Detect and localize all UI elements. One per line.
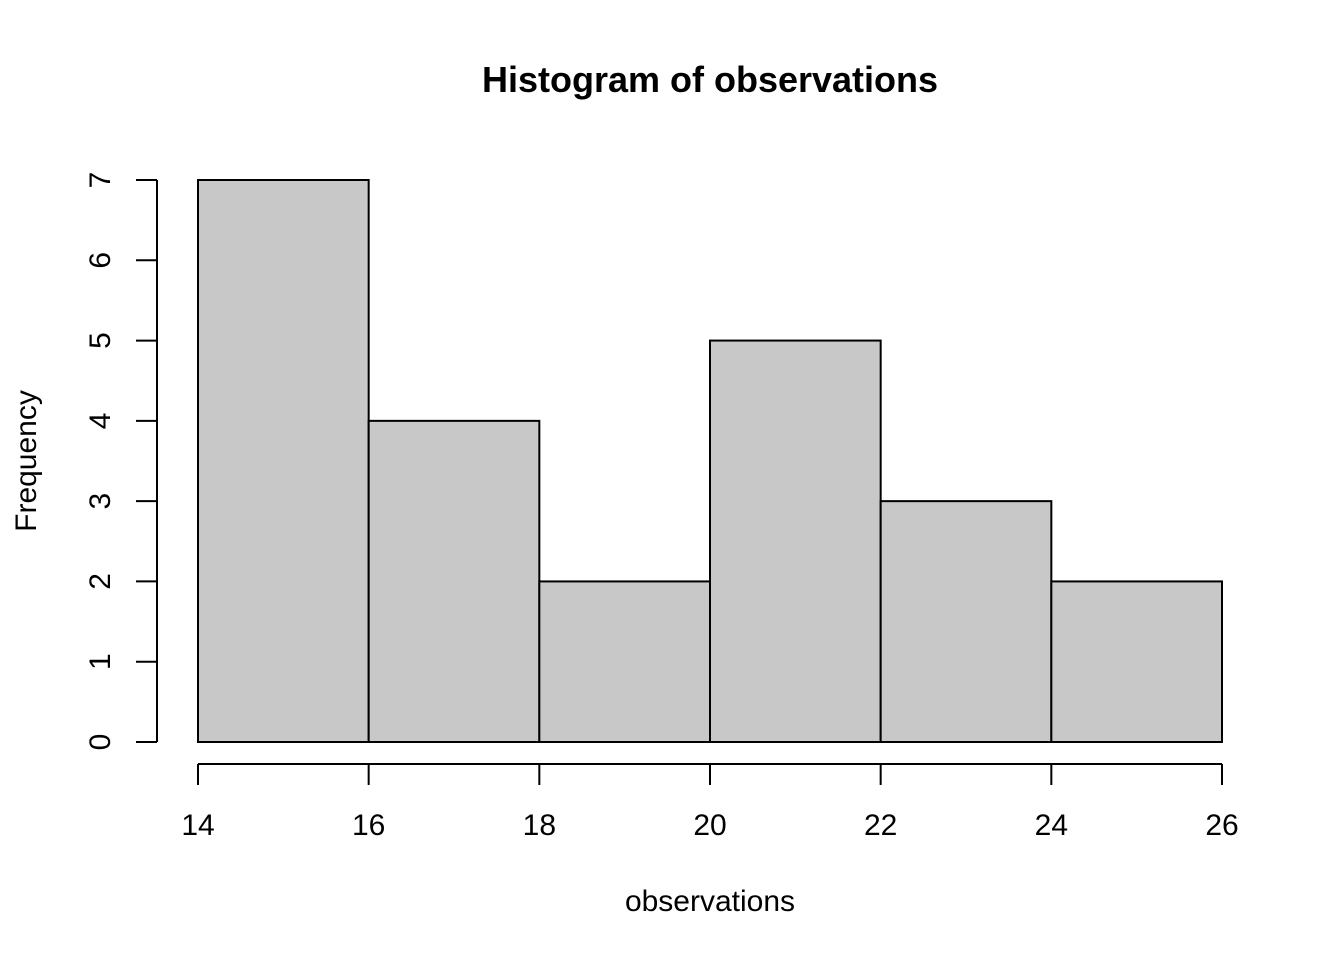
y-axis-label: Frequency bbox=[10, 390, 43, 532]
y-tick-label: 4 bbox=[84, 413, 117, 430]
bars-group bbox=[197, 179, 1224, 744]
histogram-bar bbox=[709, 339, 882, 743]
y-tick-label: 1 bbox=[84, 653, 117, 670]
x-tick-label: 18 bbox=[523, 809, 556, 842]
y-axis: 0 1 2 3 4 5 6 7 bbox=[84, 172, 158, 751]
x-tick-label: 14 bbox=[181, 809, 214, 842]
x-tick-label: 24 bbox=[1035, 809, 1068, 842]
y-tick-label: 6 bbox=[84, 252, 117, 269]
histogram-bar bbox=[879, 500, 1053, 743]
histogram-bar bbox=[538, 580, 711, 744]
x-tick-label: 20 bbox=[693, 809, 726, 842]
y-tick-label: 0 bbox=[84, 734, 117, 751]
x-axis-label: observations bbox=[625, 885, 795, 918]
histogram-bar bbox=[367, 419, 541, 743]
chart-title: Histogram of observations bbox=[482, 59, 938, 100]
y-tick-label: 2 bbox=[84, 573, 117, 590]
histogram-bar bbox=[1050, 580, 1224, 744]
y-tick-label: 3 bbox=[84, 493, 117, 510]
histogram-bar bbox=[197, 179, 370, 743]
x-tick-label: 26 bbox=[1205, 809, 1238, 842]
x-axis: 14 16 18 20 22 24 26 bbox=[181, 763, 1239, 842]
y-tick-label: 5 bbox=[84, 332, 117, 349]
x-tick-label: 22 bbox=[864, 809, 897, 842]
y-tick-label: 7 bbox=[84, 172, 117, 189]
x-tick-label: 16 bbox=[352, 809, 385, 842]
